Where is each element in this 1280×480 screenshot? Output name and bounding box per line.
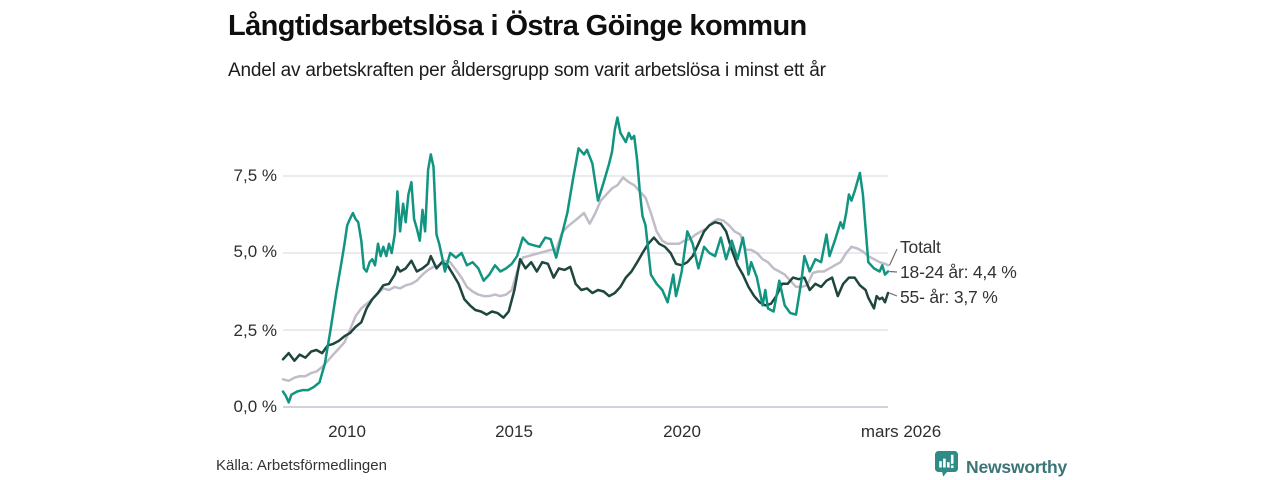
- series-label-18-24: 18-24 år: 4,4 %: [900, 262, 1017, 282]
- series-label-totalt: Totalt: [900, 237, 941, 257]
- source-attribution: Källa: Arbetsförmedlingen: [216, 457, 387, 474]
- series-line-55-r: [281, 220, 890, 363]
- series-label-55-plus: 55- år: 3,7 %: [900, 287, 998, 307]
- y-axis-tick-5-0: 5,0 %: [233, 242, 277, 261]
- annotation-connector-0: [888, 248, 898, 266]
- chart-subtitle: Andel av arbetskraften per åldersgrupp s…: [228, 60, 826, 81]
- series-line-18-24-r: [281, 116, 890, 404]
- x-axis-tick-2015: 2015: [495, 422, 533, 441]
- y-axis-tick-2-5: 2,5 %: [233, 321, 277, 340]
- x-axis-tick-mars-2026: mars 2026: [860, 422, 942, 441]
- series-line-totalt: [281, 176, 890, 383]
- chart-title: Långtidsarbetslösa i Östra Göinge kommun: [228, 10, 807, 42]
- x-axis-tick-2010: 2010: [328, 422, 366, 441]
- x-axis-tick-2020: 2020: [663, 422, 701, 441]
- newsworthy-logo-icon: [934, 450, 959, 480]
- annotation-connector-1: [889, 270, 898, 273]
- newsworthy-brand: Newsworthy: [934, 450, 1067, 480]
- y-axis-tick-7-5: 7,5 %: [233, 166, 277, 185]
- newsworthy-brand-name: Newsworthy: [966, 456, 1068, 477]
- annotation-connector-2: [889, 292, 898, 297]
- y-axis-tick-0-0: 0,0 %: [233, 397, 277, 416]
